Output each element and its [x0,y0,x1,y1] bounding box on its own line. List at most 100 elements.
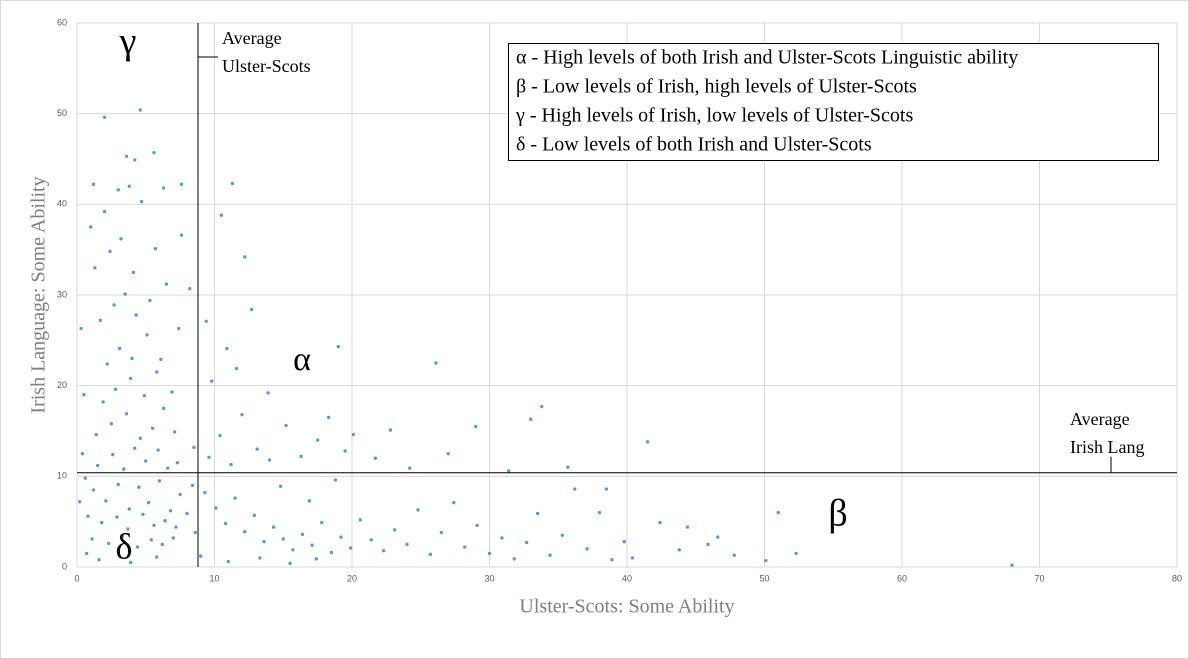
point [225,346,229,351]
point [199,554,203,558]
point [141,512,145,517]
x-axis-title: Ulster-Scots: Some Ability [519,596,734,618]
point [267,458,272,462]
x-tick-label: 60 [897,573,907,583]
legend-text: δ - Low levels of both Irish and Ulster-… [516,134,872,156]
point [405,542,409,547]
point [271,525,276,529]
point [320,520,324,525]
point [80,451,85,456]
point [111,452,115,457]
point [204,319,208,323]
point [234,366,239,371]
point [358,518,362,522]
point [123,292,127,296]
x-tick-label: 30 [484,573,494,583]
point [188,286,192,291]
point [243,529,247,534]
point [500,536,504,540]
point [83,476,87,480]
y-axis-title: Irish Language: Some Ability [28,176,50,413]
point [90,537,94,541]
point [369,538,373,542]
point [137,485,141,489]
point [348,546,353,550]
point [529,417,533,421]
point [157,479,162,483]
point [314,557,318,561]
quadrant-label: α [293,341,311,378]
point [388,428,393,432]
point [133,158,137,162]
point [155,370,159,374]
point [102,209,107,214]
point [281,537,285,541]
point [300,532,305,537]
point [126,527,130,531]
x-tick-label: 80 [1172,573,1182,583]
point [732,553,736,557]
point [416,508,420,512]
point [105,362,109,366]
point [610,558,614,562]
point [339,535,343,539]
point [463,545,467,549]
point [210,379,214,383]
point [109,422,114,426]
point [299,454,303,459]
reference-label: Irish Lang [1070,437,1144,457]
point [168,509,173,513]
legend-text: α - High levels of both Irish and Ulster… [516,47,1018,69]
point [177,326,181,331]
point [120,534,125,538]
point [258,556,262,560]
legend-box [508,43,1159,161]
point [203,490,207,495]
point [152,150,156,155]
point [78,500,82,504]
point [291,548,295,552]
point [172,430,177,434]
point [685,525,690,529]
point [131,270,136,275]
point [573,487,577,491]
grid [76,22,1178,568]
point [91,182,96,187]
point [604,487,609,491]
point [439,530,444,535]
point [94,432,98,437]
point [142,393,147,398]
point [144,459,148,463]
point [452,500,456,505]
reference-lines [77,23,1177,567]
point [218,433,222,438]
point [159,357,163,362]
point [223,521,228,526]
point [192,445,196,450]
point [116,188,120,192]
reference-label: Average [222,28,282,48]
point [185,511,189,516]
point [310,543,314,547]
point [156,448,160,452]
point [716,535,720,539]
point [179,233,184,237]
point [134,313,138,317]
point [79,326,83,331]
point [152,523,156,527]
point [1010,563,1014,567]
point [124,154,129,158]
point [434,361,438,365]
point [535,511,540,516]
point [89,225,93,229]
point [135,545,140,549]
point [233,496,237,500]
point [706,542,710,547]
point [333,478,338,482]
x-tick-label: 40 [622,573,632,583]
point [98,318,103,323]
point [160,542,164,547]
point [128,376,133,381]
point [119,237,123,241]
